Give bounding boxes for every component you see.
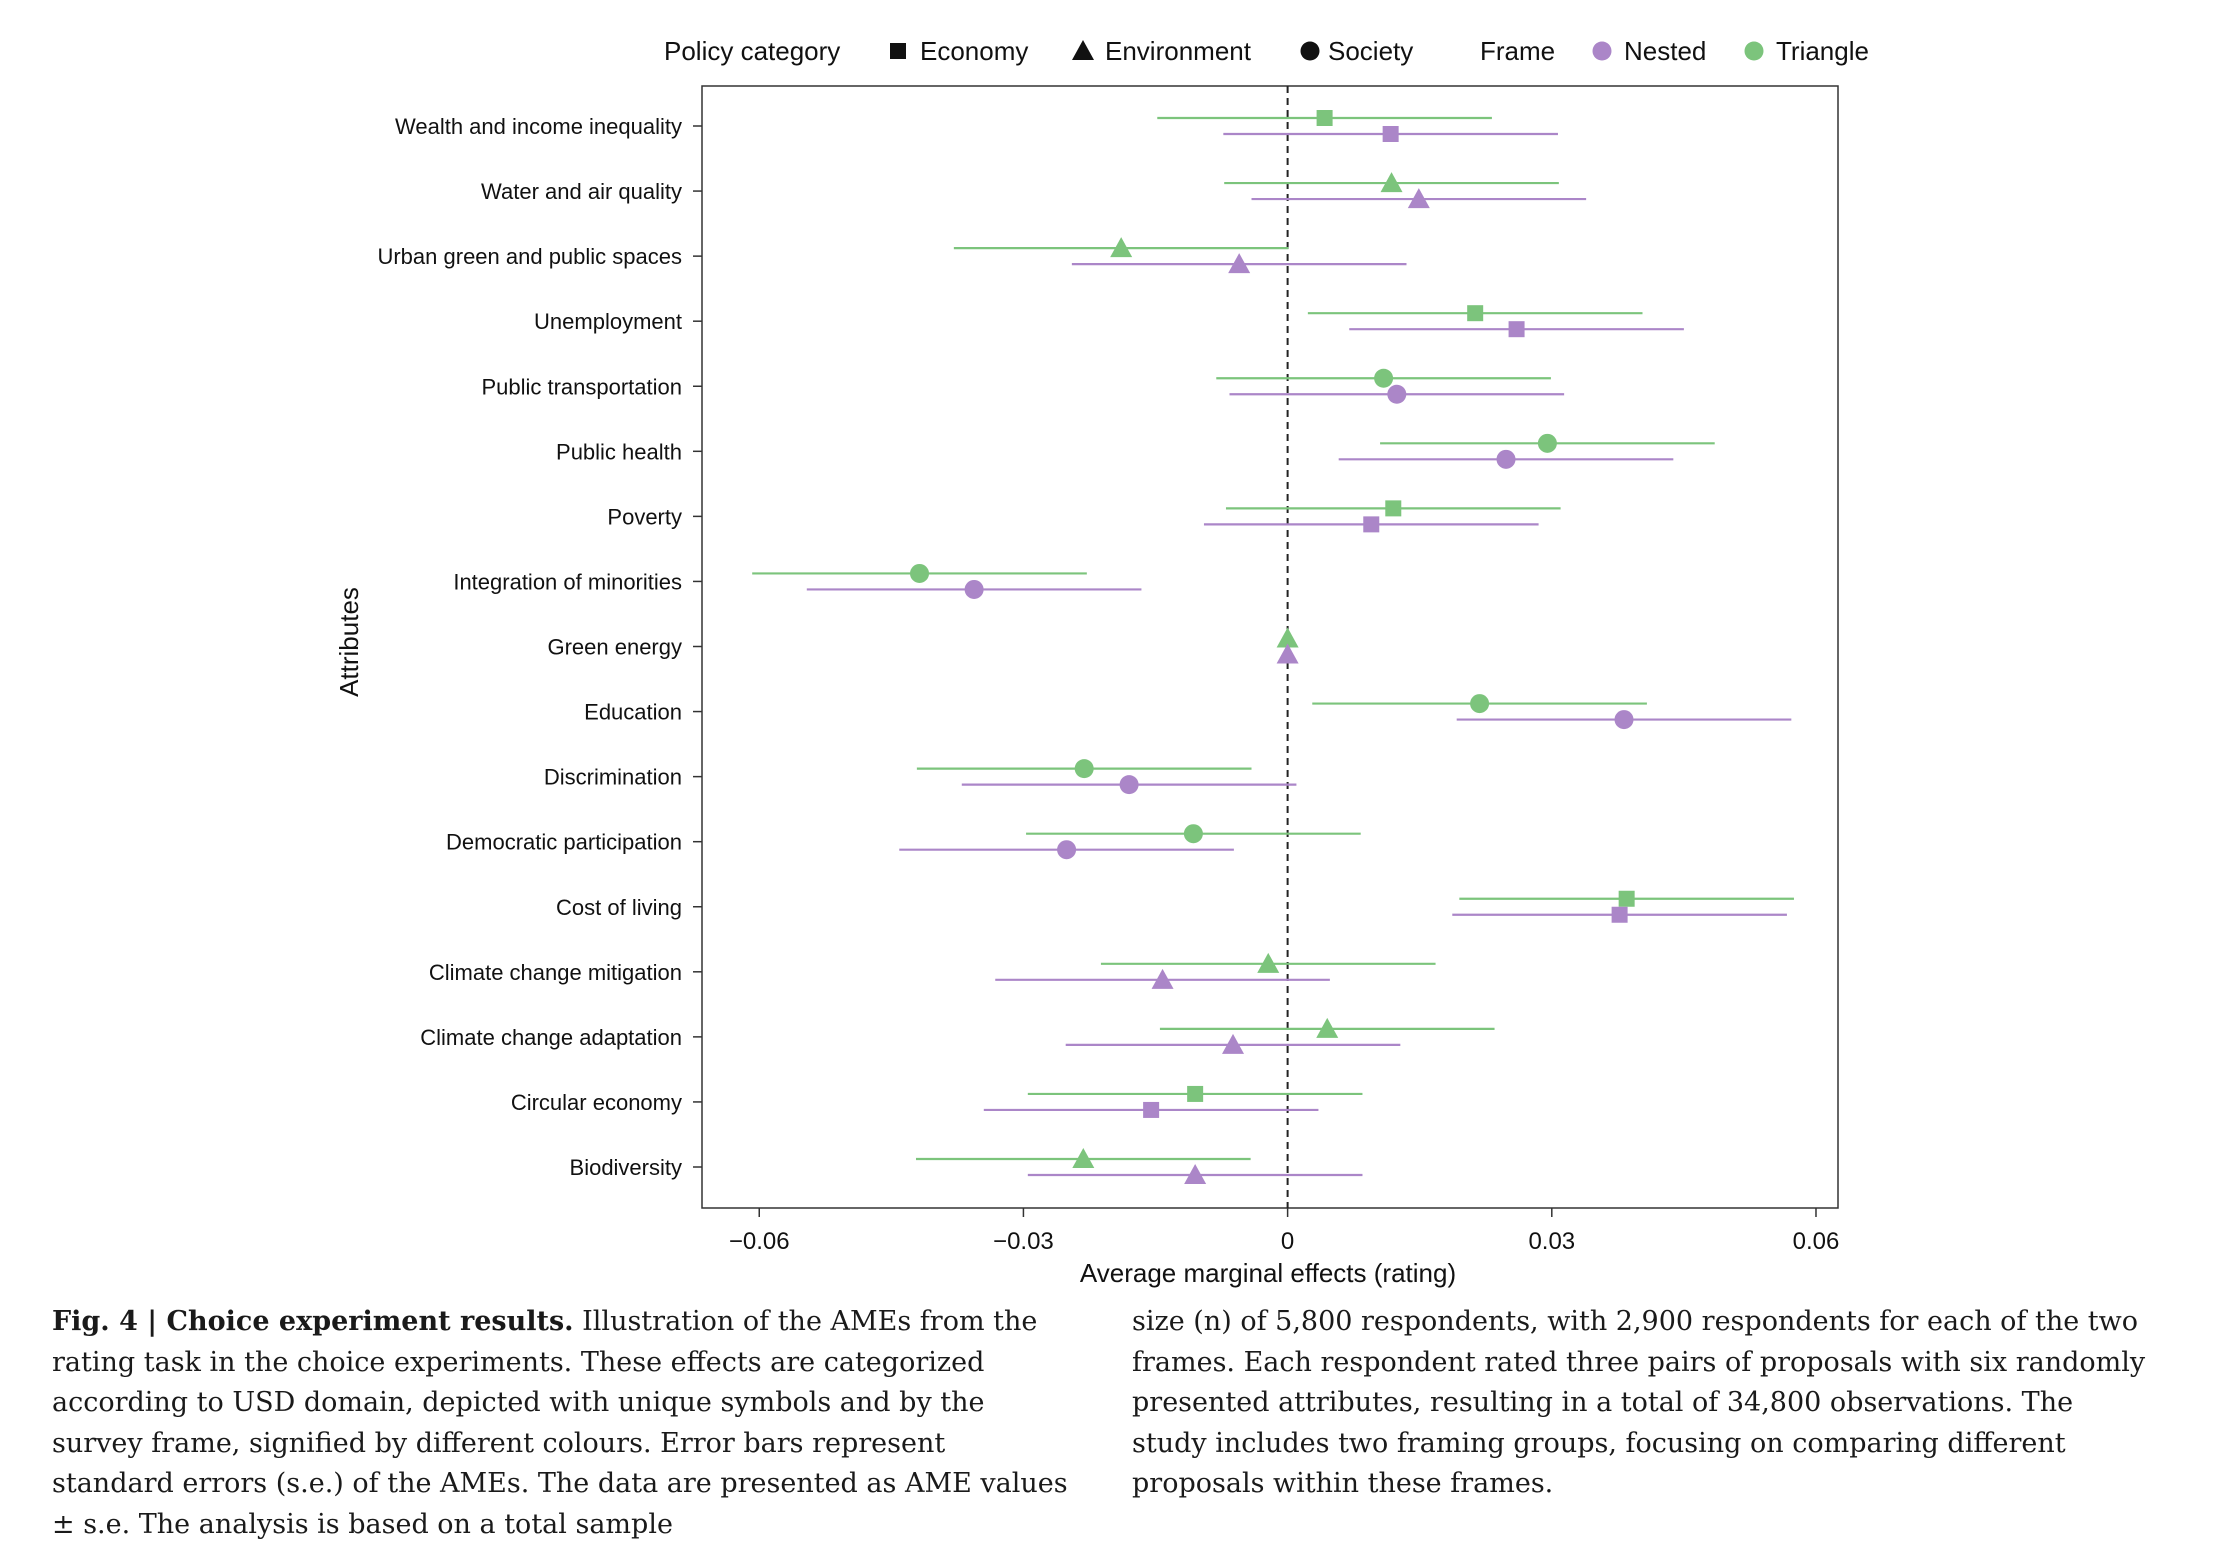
point-triangle [1316,1017,1339,1038]
point-triangle [1276,627,1299,648]
point-triangle [1074,759,1094,779]
legend-category-label: Environment [1105,36,1252,66]
legend-frame-title: Frame [1480,36,1555,66]
point-triangle [1380,172,1403,193]
point-nested [1508,321,1525,338]
point-nested [1382,126,1399,142]
point-nested [1184,1164,1207,1184]
x-tick-label: 0.06 [1793,1228,1840,1255]
plot-area: −0.06 −0.03 0 0.03 0.06 Wealth and income ine… [377,85,1840,1255]
point-triangle [910,563,930,583]
legend-category-title: Policy category [664,36,840,66]
legend-square-symbol [890,43,906,59]
legend: Policy category Economy Environment Society… [664,36,1869,66]
y-tick-label: Biodiversity [570,1155,682,1180]
point-triangle [1316,110,1333,126]
y-tick-label: Public health [556,439,682,464]
ame-chart: Policy category Economy Environment Society… [334,36,1869,1288]
caption-right-column: size (n) of 5,800 respondents, with 2,90… [1132,1306,2146,1499]
y-tick-label: Democratic participation [446,830,682,855]
point-nested [1057,840,1077,860]
y-tick-label: Discrimination [544,765,682,790]
point-nested [1222,1033,1245,1054]
point-triangle [1537,433,1557,453]
point-nested [1407,188,1430,209]
y-tick-label: Climate change mitigation [429,960,682,985]
point-triangle [1072,1148,1095,1168]
y-tick-label: Cost of living [556,895,682,920]
point-nested [964,579,984,599]
point-nested [1276,643,1299,664]
point-triangle [1374,368,1394,388]
legend-frame-symbol [1592,41,1612,61]
x-tick-label: −0.06 [729,1228,790,1255]
legend-category-label: Society [1328,36,1413,66]
y-tick-label: Education [584,700,682,725]
y-tick-label: Public transportation [481,374,682,399]
point-triangle [1467,305,1484,322]
y-tick-label: Water and air quality [481,179,682,204]
point-triangle [1110,237,1133,258]
point-triangle [1385,500,1402,517]
point-nested [1496,449,1516,469]
point-triangle [1187,1085,1204,1102]
y-tick-label: Integration of minorities [453,569,682,594]
y-tick-label: Unemployment [534,309,682,334]
legend-circle-symbol [1300,41,1320,61]
point-nested [1228,253,1251,274]
caption-left-text: Illustration of the AMEs from the rating… [52,1306,1068,1540]
point-nested [1611,906,1628,923]
point-triangle [1618,890,1635,907]
x-tick-label: 0.03 [1528,1228,1575,1255]
y-tick-label: Green energy [547,635,682,660]
legend-frame-label: Nested [1624,36,1706,66]
caption-figure-label: Fig. 4 | Choice experiment results. [52,1306,574,1337]
plot-frame [701,85,1839,1209]
caption-left-column: Fig. 4 | Choice experiment results. Illu… [52,1302,1072,1545]
y-tick-label: Urban green and public spaces [377,244,682,269]
point-nested [1387,384,1407,404]
point-nested [1151,968,1174,989]
y-tick-label: Poverty [607,504,682,529]
point-triangle [1183,824,1203,844]
x-axis-label: Average marginal effects (rating) [1080,1258,1456,1288]
legend-triangle-symbol [1072,40,1094,60]
legend-frame-label: Triangle [1776,36,1869,66]
point-triangle [1470,694,1490,714]
point-triangle [1257,952,1280,973]
y-tick-label: Circular economy [511,1090,682,1115]
y-tick-label: Climate change adaptation [420,1025,682,1050]
x-tick-label: 0 [1281,1228,1294,1255]
point-nested [1363,516,1380,533]
figure-caption: Fig. 4 | Choice experiment results. Illu… [52,1302,2182,1540]
point-nested [1119,775,1139,795]
point-nested [1143,1101,1160,1118]
point-nested [1614,710,1634,730]
legend-frame-symbol [1744,41,1764,61]
x-tick-label: −0.03 [993,1228,1054,1255]
y-tick-label: Wealth and income inequality [395,114,682,139]
y-axis-label: Attributes [334,587,364,697]
legend-category-label: Economy [920,36,1028,66]
